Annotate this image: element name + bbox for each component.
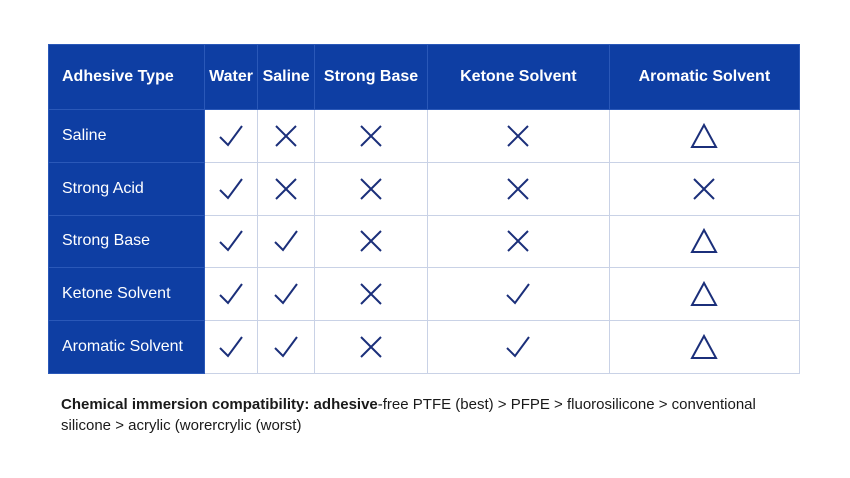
table-cell xyxy=(257,267,316,322)
row-label: Ketone Solvent xyxy=(48,267,205,322)
table-cell xyxy=(314,214,428,269)
triangle-icon xyxy=(690,334,719,360)
row-label: Strong Base xyxy=(48,214,205,269)
check-icon xyxy=(274,283,298,305)
table-cell xyxy=(608,214,801,269)
table-cell xyxy=(257,109,316,163)
table-cell xyxy=(426,109,610,163)
check-icon xyxy=(219,178,243,200)
table-cell xyxy=(314,320,428,374)
table-row: Saline xyxy=(48,109,801,163)
header-adhesive-type: Adhesive Type xyxy=(48,44,205,110)
table-cell xyxy=(314,109,428,163)
check-icon xyxy=(219,125,243,147)
header-ketone-solvent: Ketone Solvent xyxy=(426,44,610,110)
table-cell xyxy=(314,161,428,216)
table-cell xyxy=(426,320,610,374)
table-cell xyxy=(257,214,316,269)
table-cell xyxy=(608,320,801,374)
cross-icon xyxy=(507,230,530,253)
cross-icon xyxy=(360,336,382,358)
cross-icon xyxy=(275,177,297,200)
check-icon xyxy=(219,230,243,253)
table-cell xyxy=(203,267,259,322)
header-strong-base: Strong Base xyxy=(314,44,428,110)
compatibility-table: Adhesive Type Water Saline Strong Base K… xyxy=(48,44,801,374)
cross-icon xyxy=(360,230,382,253)
table-cell xyxy=(314,267,428,322)
table-cell xyxy=(426,214,610,269)
table-row: Strong Base xyxy=(48,214,801,269)
table-cell xyxy=(608,161,801,216)
cross-icon xyxy=(507,177,530,200)
table-cell xyxy=(203,214,259,269)
header-saline: Saline xyxy=(257,44,316,110)
row-label: Strong Acid xyxy=(48,161,205,216)
row-label: Saline xyxy=(48,109,205,163)
table-cell xyxy=(257,320,316,374)
header-water: Water xyxy=(203,44,259,110)
check-icon xyxy=(506,336,531,358)
check-icon xyxy=(219,336,243,358)
cross-icon xyxy=(275,125,297,147)
triangle-icon xyxy=(690,281,719,307)
caption: Chemical immersion compatibility: adhesi… xyxy=(61,394,791,436)
caption-bold: Chemical immersion compatibility: adhesi… xyxy=(61,396,378,413)
table-cell xyxy=(426,161,610,216)
triangle-icon xyxy=(690,122,719,148)
table-cell xyxy=(608,109,801,163)
cross-icon xyxy=(360,125,382,147)
table-row: Strong Acid xyxy=(48,161,801,216)
check-icon xyxy=(219,283,243,305)
header-aromatic-solvent: Aromatic Solvent xyxy=(608,44,801,110)
triangle-icon xyxy=(690,228,719,254)
table-cell xyxy=(203,161,259,216)
check-icon xyxy=(274,230,298,253)
cross-icon xyxy=(507,125,530,147)
cross-icon xyxy=(360,283,382,305)
table-row: Ketone Solvent xyxy=(48,267,801,322)
table-row: Aromatic Solvent xyxy=(48,320,801,374)
table-cell xyxy=(608,267,801,322)
table-cell xyxy=(203,320,259,374)
cross-icon xyxy=(360,177,382,200)
table-cell xyxy=(257,161,316,216)
row-label: Aromatic Solvent xyxy=(48,320,205,374)
table-cell xyxy=(203,109,259,163)
check-icon xyxy=(506,283,531,305)
caption-rest: -free PTFE (best) > PFPE > fluorosilicon… xyxy=(61,396,756,434)
table-cell xyxy=(426,267,610,322)
check-icon xyxy=(274,336,298,358)
cross-icon xyxy=(693,177,716,200)
header-row: Adhesive Type Water Saline Strong Base K… xyxy=(48,44,801,110)
